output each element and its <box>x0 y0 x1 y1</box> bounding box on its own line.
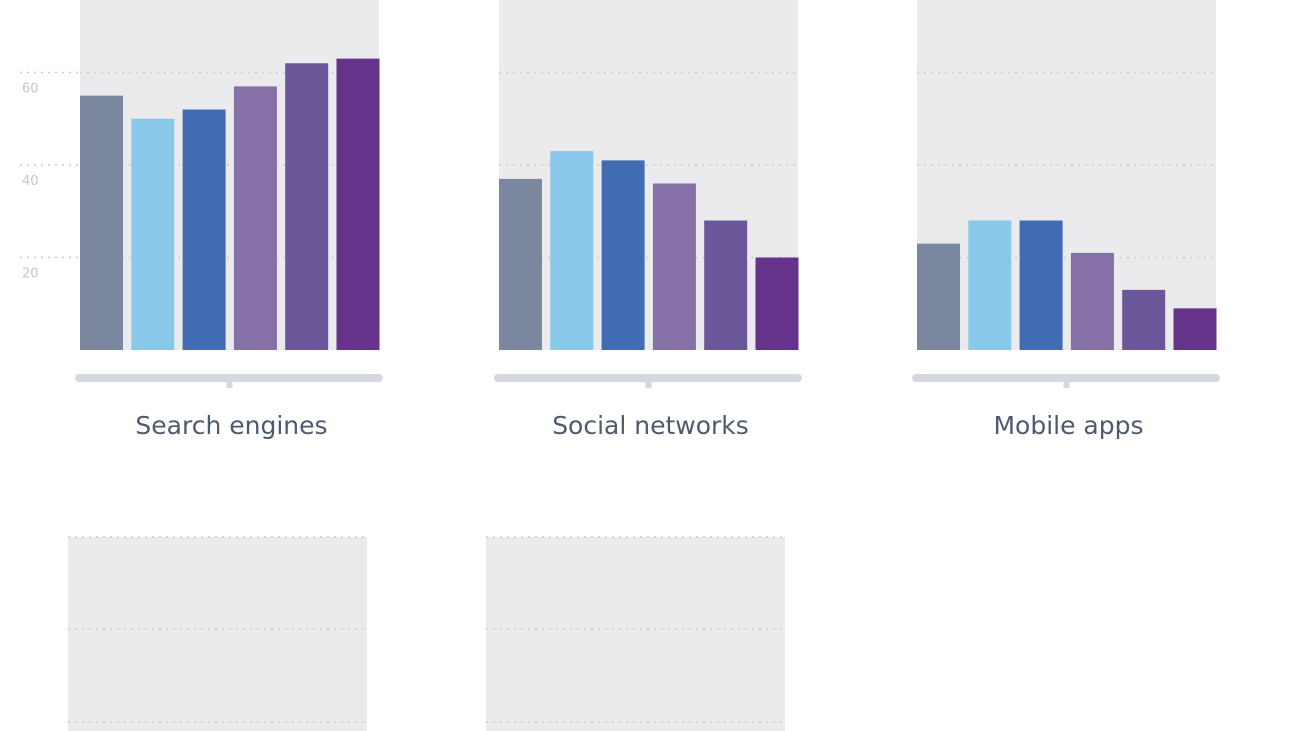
x-axis-bar <box>75 374 383 382</box>
x-axis-bar <box>912 374 1220 382</box>
bar <box>233 86 277 350</box>
chart-panel-0: Search engines <box>75 0 383 440</box>
panel-background <box>80 0 379 350</box>
bar <box>336 58 380 350</box>
x-axis-tick <box>645 382 652 388</box>
bar <box>1173 308 1217 350</box>
y-tick-label: 60 <box>22 82 39 97</box>
x-axis-tick <box>1063 382 1070 388</box>
bar <box>917 243 960 350</box>
chart-title: Social networks <box>552 411 749 440</box>
x-axis-bar <box>494 374 802 382</box>
bar <box>704 220 748 350</box>
panel-background <box>917 0 1216 350</box>
panel-background <box>68 537 367 731</box>
bar <box>182 109 226 350</box>
chart-panel-1: Social networks <box>494 0 802 440</box>
panel-background <box>486 537 785 731</box>
x-axis-tick <box>226 382 233 388</box>
bar <box>601 160 645 350</box>
chart-title: Search engines <box>135 411 327 440</box>
empty-panel-0 <box>68 536 367 731</box>
y-tick-label: 20 <box>22 267 39 282</box>
bar <box>550 151 594 350</box>
bar <box>499 178 542 350</box>
bar <box>968 220 1012 350</box>
empty-panel-1 <box>486 536 785 731</box>
y-tick-label: 80% <box>22 0 51 4</box>
bar <box>652 183 696 350</box>
bar <box>1122 289 1166 350</box>
bar <box>285 63 329 350</box>
bar <box>80 95 123 350</box>
chart-title: Mobile apps <box>993 411 1143 440</box>
bar <box>755 257 799 350</box>
chart-panel-2: Mobile apps <box>912 0 1220 440</box>
bar <box>131 118 175 350</box>
panel-background <box>499 0 798 350</box>
bar <box>1070 252 1114 350</box>
y-tick-label: 40 <box>22 174 39 189</box>
bar <box>1019 220 1063 350</box>
